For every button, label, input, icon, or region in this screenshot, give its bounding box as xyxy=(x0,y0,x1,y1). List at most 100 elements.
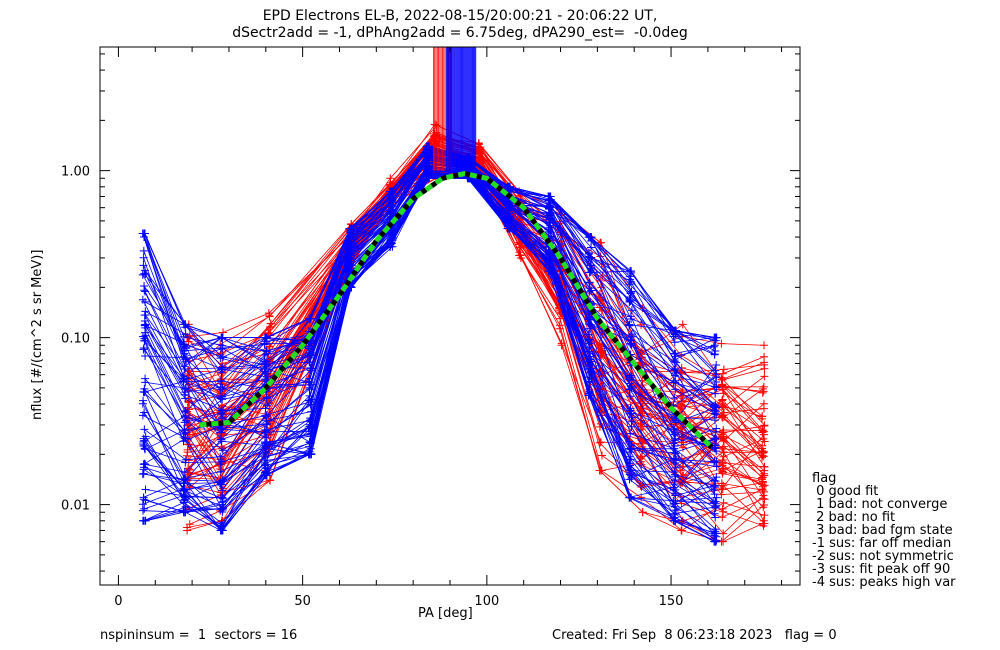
red-series-point xyxy=(266,319,275,328)
blue-series-point xyxy=(138,399,147,408)
blue-series-point xyxy=(545,248,554,257)
blue-series-point xyxy=(587,265,596,274)
blue-series-point xyxy=(304,314,313,323)
red-series-point xyxy=(597,451,606,460)
blue-series-point xyxy=(181,492,190,501)
blue-series-point xyxy=(585,373,594,382)
y-tick-label: 0.10 xyxy=(61,332,90,347)
blue-series-point xyxy=(181,365,190,374)
blue-series-point xyxy=(671,416,680,425)
red-series-point xyxy=(185,398,194,407)
red-series-point xyxy=(718,444,727,453)
red-series-point xyxy=(717,490,726,499)
chart-title-line2: dSectr2add = -1, dPhAng2add = 6.75deg, d… xyxy=(232,25,688,41)
red-series-point xyxy=(718,504,727,513)
blue-series-point xyxy=(138,270,147,279)
blue-series-point xyxy=(180,426,189,435)
red-series-point xyxy=(719,498,728,507)
red-series-point xyxy=(717,339,726,348)
red-series-point xyxy=(758,412,767,421)
blue-series-point xyxy=(262,393,271,402)
blue-series-point xyxy=(585,313,594,322)
blue-series-point xyxy=(216,467,225,476)
red-series-point xyxy=(265,476,274,485)
blue-series-point xyxy=(424,163,433,172)
blue-series-point xyxy=(180,467,189,476)
blue-series-point xyxy=(218,410,227,419)
blue-series-point xyxy=(669,483,678,492)
blue-series-point xyxy=(710,416,719,425)
blue-series-point xyxy=(670,468,679,477)
blue-series-point xyxy=(217,368,226,377)
blue-series-point xyxy=(141,378,150,387)
blue-series-point xyxy=(545,219,554,228)
chart-title-line1: EPD Electrons EL-B, 2022-08-15/20:00:21 … xyxy=(262,8,658,24)
blue-series-point xyxy=(425,151,434,160)
red-series-point xyxy=(719,365,728,374)
blue-series-point xyxy=(140,281,149,290)
data-layer xyxy=(138,47,769,546)
blue-series-point xyxy=(347,244,356,253)
blue-series-point xyxy=(181,406,190,415)
red-series-point xyxy=(516,243,525,252)
blue-series-point xyxy=(306,429,315,438)
blue-series-point xyxy=(712,473,721,482)
blue-series-point xyxy=(306,400,315,409)
red-series-point xyxy=(183,448,192,457)
blue-series-point xyxy=(139,229,148,238)
blue-series-point xyxy=(141,352,150,361)
blue-series-point xyxy=(139,506,148,515)
y-axis-label: nflux [#/(cm^2 s sr MeV)] xyxy=(30,249,45,420)
blue-series-point xyxy=(179,374,188,383)
blue-series-point xyxy=(140,388,149,397)
blue-series-point xyxy=(262,357,271,366)
blue-series-point xyxy=(671,463,680,472)
red-series-point xyxy=(717,411,726,420)
blue-series-point xyxy=(627,339,636,348)
blue-series-point xyxy=(669,378,678,387)
blue-series-point xyxy=(217,333,226,342)
blue-series-point xyxy=(263,419,272,428)
red-series-point xyxy=(758,451,767,460)
blue-series-point xyxy=(139,246,148,255)
blue-series-point xyxy=(626,493,635,502)
blue-series-point xyxy=(506,216,515,225)
fit-curve xyxy=(199,171,714,450)
red-series-point xyxy=(759,494,768,503)
blue-series-point xyxy=(262,347,271,356)
blue-series-point xyxy=(669,496,678,505)
blue-series-point xyxy=(181,434,190,443)
red-series-point xyxy=(432,121,441,130)
blue-series-point xyxy=(180,384,189,393)
red-series-point xyxy=(760,341,769,350)
legend-item: -3 sus: fit peak off 90 xyxy=(812,562,951,577)
blue-series-point xyxy=(347,231,356,240)
blue-series-point xyxy=(671,428,680,437)
blue-series-point xyxy=(260,340,269,349)
red-series-point xyxy=(760,421,769,430)
blue-series-point xyxy=(710,456,719,465)
blue-series-point xyxy=(711,389,720,398)
blue-series-point xyxy=(671,364,680,373)
blue-series-point xyxy=(139,345,148,354)
blue-series-point xyxy=(544,227,553,236)
blue-series-point xyxy=(387,239,396,248)
blue-series-point xyxy=(709,342,718,351)
blue-series-point xyxy=(625,459,634,468)
blue-series-point xyxy=(544,215,553,224)
red-series-point xyxy=(597,466,606,475)
red-series-point xyxy=(718,513,727,522)
blue-series-point xyxy=(216,526,225,535)
blue-series-point xyxy=(386,198,395,207)
red-series-point xyxy=(718,467,727,476)
blue-series-point xyxy=(711,483,720,492)
blue-series-point xyxy=(544,192,553,201)
blue-series-point xyxy=(263,464,272,473)
red-series-point xyxy=(557,341,566,350)
blue-series-point xyxy=(625,470,634,479)
blue-series-point xyxy=(219,406,228,415)
blue-series-point xyxy=(670,330,679,339)
red-series-point xyxy=(758,485,767,494)
blue-series-point xyxy=(712,424,721,433)
